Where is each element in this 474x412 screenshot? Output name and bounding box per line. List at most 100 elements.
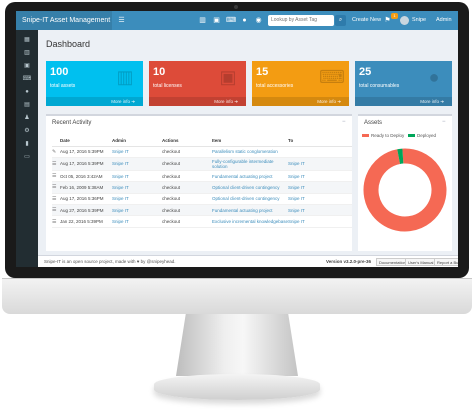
sidebar-item-settings[interactable]: ⚙ bbox=[16, 125, 38, 137]
stat-count: 25 bbox=[359, 66, 372, 78]
stat-label: total assets bbox=[50, 83, 76, 89]
column-header[interactable]: Actions bbox=[162, 136, 212, 147]
main-content: Dashboard 100 total assets ▥ More info ➜… bbox=[38, 30, 458, 267]
barcode-icon: ▥ bbox=[116, 67, 134, 87]
sidebar-item-components[interactable]: ▤ bbox=[16, 99, 38, 111]
keyboard-icon: ⌨ bbox=[22, 76, 32, 82]
license-icon[interactable]: ▣ bbox=[213, 17, 220, 24]
drop-icon: ● bbox=[428, 67, 440, 87]
barcode-icon: ▥ bbox=[24, 50, 30, 56]
pencil-icon: ✎ bbox=[52, 146, 60, 158]
stat-count: 100 bbox=[50, 66, 69, 78]
screen: Snipe-IT Asset Management ☰ ▥ ▣ ⌨ ● ◉ ⌕ … bbox=[16, 11, 458, 267]
asset-tag-search-input[interactable] bbox=[268, 15, 334, 26]
table-row: ☰ Aug 27, 2016 5:39PM Snipe IT checkout … bbox=[52, 204, 352, 217]
gear-icon: ⚙ bbox=[24, 128, 30, 134]
sidebar-item-accessories[interactable]: ⌨ bbox=[16, 73, 38, 85]
brand-title[interactable]: Snipe-IT Asset Management bbox=[16, 11, 112, 30]
list-icon: ☰ bbox=[52, 193, 60, 206]
list-icon: ☰ bbox=[52, 181, 60, 194]
column-header[interactable]: Item bbox=[212, 136, 289, 147]
keyboard-icon[interactable]: ⌨ bbox=[226, 17, 237, 24]
footer-credit: Snipe-IT is an open source project, made… bbox=[44, 259, 176, 264]
list-icon: ☰ bbox=[52, 215, 60, 228]
search-button[interactable]: ⌕ bbox=[335, 15, 346, 26]
list-icon: ☰ bbox=[52, 157, 60, 171]
webcam bbox=[234, 5, 238, 9]
legend-label-ready: Ready to Deploy bbox=[371, 133, 405, 138]
monitor-stand-neck bbox=[176, 314, 298, 376]
menu-toggle-icon[interactable]: ☰ bbox=[118, 17, 125, 24]
barcode-icon[interactable]: ▥ bbox=[199, 17, 206, 24]
table-row: ☰ Jan 22, 2016 5:39PM Snipe IT checkout … bbox=[52, 215, 352, 228]
table-row: ☰ Feb 16, 2009 5:38AM Snipe IT checkout … bbox=[52, 181, 352, 194]
recent-activity-panel: Recent Activity − Date Admin Actions Ite… bbox=[46, 114, 352, 251]
users-icon: ♟ bbox=[24, 115, 30, 121]
notification-badge: 1 bbox=[391, 13, 398, 19]
stat-count: 15 bbox=[256, 66, 269, 78]
license-icon: ▣ bbox=[24, 63, 30, 69]
more-info-link[interactable]: More info ➜ bbox=[355, 97, 452, 106]
more-info-link[interactable]: More info ➜ bbox=[149, 97, 246, 106]
panel-title: Recent Activity bbox=[52, 120, 92, 126]
drop-icon: ● bbox=[25, 89, 29, 95]
user-icon[interactable]: ◉ bbox=[255, 17, 262, 24]
stat-count: 10 bbox=[153, 66, 166, 78]
table-row: ✎ Aug 17, 2016 5:39PM Snipe IT checkout … bbox=[52, 146, 352, 158]
assets-donut-chart: Ready to Deploy Deployed bbox=[362, 133, 447, 232]
admin-menu[interactable]: Admin bbox=[436, 17, 452, 23]
documentation-button[interactable]: Documentation bbox=[376, 258, 409, 266]
alert-flag-icon[interactable]: ⚑ bbox=[384, 17, 391, 24]
stat-box-consumables[interactable]: 25 total consumables ● More info ➜ bbox=[355, 61, 452, 106]
create-new-menu[interactable]: Create New bbox=[352, 17, 382, 23]
sidebar-item-consumables[interactable]: ● bbox=[16, 86, 38, 98]
stat-label: total consumables bbox=[359, 83, 400, 89]
column-header[interactable]: Date bbox=[60, 136, 112, 147]
stat-box-accessories[interactable]: 15 total accessories ⌨ More info ➜ bbox=[252, 61, 349, 106]
users-manual-button[interactable]: User's Manual bbox=[405, 258, 437, 266]
table-row: ☰ Aug 17, 2016 5:36PM Snipe IT checkout … bbox=[52, 193, 352, 206]
sidebar-item-assets[interactable]: ▥ bbox=[16, 47, 38, 59]
legend-label-deployed: Deployed bbox=[417, 133, 437, 138]
table-row: ☰ Aug 17, 2016 5:39PM Snipe IT checkout … bbox=[52, 157, 352, 171]
page-title: Dashboard bbox=[46, 39, 91, 49]
chart-icon: ▮ bbox=[25, 141, 29, 147]
more-info-link[interactable]: More info ➜ bbox=[252, 97, 349, 106]
version-label: Version v3.2.0-pre-36 bbox=[326, 259, 372, 264]
drop-icon[interactable]: ● bbox=[242, 17, 247, 24]
stat-box-licenses[interactable]: 10 total licenses ▣ More info ➜ bbox=[149, 61, 246, 106]
column-header[interactable]: Admin bbox=[112, 136, 162, 147]
column-header[interactable]: To bbox=[288, 136, 352, 147]
avatar[interactable] bbox=[400, 16, 409, 25]
sidebar: ▦ ▥ ▣ ⌨ ● ▤ ♟ ⚙ ▮ ▭ bbox=[16, 30, 38, 267]
more-info-link[interactable]: More info ➜ bbox=[46, 97, 143, 106]
hdd-icon: ▤ bbox=[24, 102, 30, 108]
sidebar-item-requestable[interactable]: ▭ bbox=[16, 151, 38, 163]
sidebar-item-people[interactable]: ♟ bbox=[16, 112, 38, 124]
user-menu[interactable]: Snipe bbox=[412, 17, 427, 23]
table-header-row: Date Admin Actions Item To bbox=[52, 136, 352, 147]
legend-swatch-ready bbox=[362, 134, 369, 137]
dashboard-icon: ▦ bbox=[24, 37, 30, 43]
sidebar-item-dashboard[interactable]: ▦ bbox=[16, 34, 38, 46]
panel-title: Assets bbox=[364, 120, 383, 126]
keyboard-icon: ⌨ bbox=[319, 67, 345, 87]
sidebar-item-licenses[interactable]: ▣ bbox=[16, 60, 38, 72]
legend-swatch-deployed bbox=[408, 134, 415, 137]
monitor-bezel: Snipe-IT Asset Management ☰ ▥ ▣ ⌨ ● ◉ ⌕ … bbox=[5, 2, 469, 278]
collapse-icon[interactable]: − bbox=[442, 119, 446, 125]
laptop-icon: ▭ bbox=[24, 154, 30, 160]
donut-slice-deployed[interactable] bbox=[397, 148, 404, 164]
footer: Snipe-IT is an open source project, made… bbox=[38, 255, 458, 267]
list-icon: ☰ bbox=[52, 170, 60, 183]
monitor-stand-base bbox=[154, 374, 320, 400]
donut-slice-ready-to-deploy[interactable] bbox=[363, 148, 447, 232]
collapse-icon[interactable]: − bbox=[342, 119, 346, 125]
top-navbar: Snipe-IT Asset Management ☰ ▥ ▣ ⌨ ● ◉ ⌕ … bbox=[16, 11, 458, 30]
stat-label: total accessories bbox=[256, 83, 294, 89]
report-bug-button[interactable]: Report a Bug bbox=[434, 258, 458, 266]
sidebar-item-reports[interactable]: ▮ bbox=[16, 138, 38, 150]
list-icon: ☰ bbox=[52, 204, 60, 217]
table-row: ☰ Oct 05, 2016 3:42AM Snipe IT checkout … bbox=[52, 170, 352, 183]
stat-box-assets[interactable]: 100 total assets ▥ More info ➜ bbox=[46, 61, 143, 106]
